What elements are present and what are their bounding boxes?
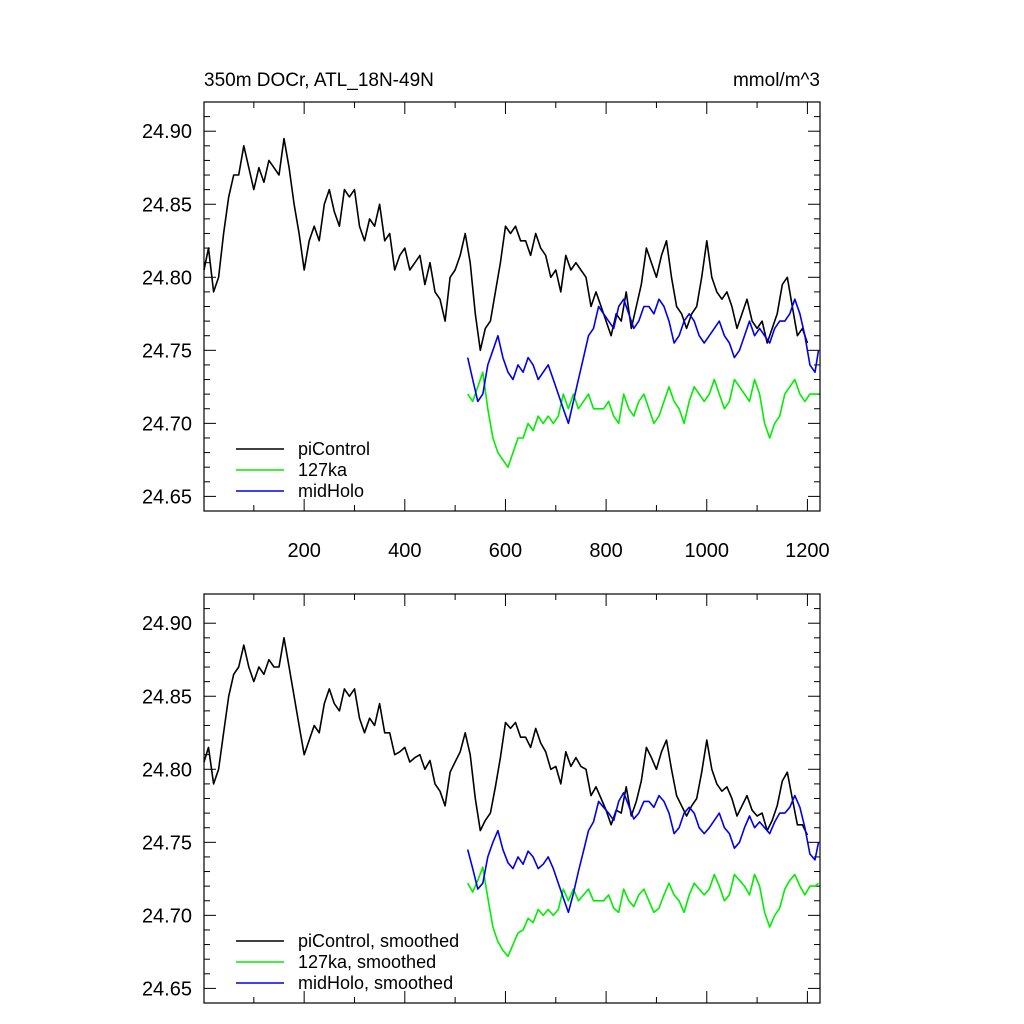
plot-frame: [203, 101, 821, 512]
y-tick-label: 24.65: [142, 486, 192, 508]
series-line-1: [203, 137, 809, 352]
x-tick-label: 600: [489, 540, 522, 562]
y-tick-label: 24.70: [142, 905, 192, 927]
y-tick-label: 24.65: [142, 978, 192, 1000]
legend-label: midHolo, smoothed: [298, 973, 453, 993]
y-tick-label: 24.80: [142, 267, 192, 289]
legend-label: 127ka, smoothed: [298, 952, 436, 972]
legend-label: piControl: [298, 439, 370, 459]
x-tick-label: 1200: [785, 540, 830, 562]
legend-label: piControl, smoothed: [298, 931, 459, 951]
series-line-2: [467, 866, 820, 958]
series-line-3: [466, 791, 820, 914]
y-tick-label: 24.85: [142, 194, 192, 216]
x-tick-label: 800: [589, 540, 622, 562]
y-tick-label: 24.80: [142, 759, 192, 781]
y-tick-label: 24.75: [142, 340, 192, 362]
chart-title: 350m DOCr, ATL_18N-49N: [204, 70, 434, 91]
x-tick-label: 1000: [685, 540, 730, 562]
bottom-panel: 24.65 24.70 24.75 24.80 24.85 24.90 piControl,…: [142, 593, 821, 1004]
series-line-1: [203, 637, 809, 836]
x-tick-label: 200: [287, 540, 320, 562]
units-label: mmol/m^3: [733, 70, 820, 91]
legend-label: 127ka: [298, 460, 348, 480]
y-tick-label: 24.90: [142, 613, 192, 635]
legend-label: midHolo: [298, 481, 364, 501]
y-tick-label: 24.75: [142, 832, 192, 854]
y-tick-label: 24.85: [142, 686, 192, 708]
series-line-2: [467, 371, 819, 468]
series-line-3: [466, 298, 820, 425]
y-tick-label: 24.70: [142, 413, 192, 435]
x-tick-label: 400: [388, 540, 421, 562]
top-panel: 350m DOCr, ATL_18N-49N mmol/m^3 24.65 24.70…: [142, 70, 830, 562]
plot-frame: [203, 593, 821, 1004]
y-tick-label: 24.90: [142, 121, 192, 143]
